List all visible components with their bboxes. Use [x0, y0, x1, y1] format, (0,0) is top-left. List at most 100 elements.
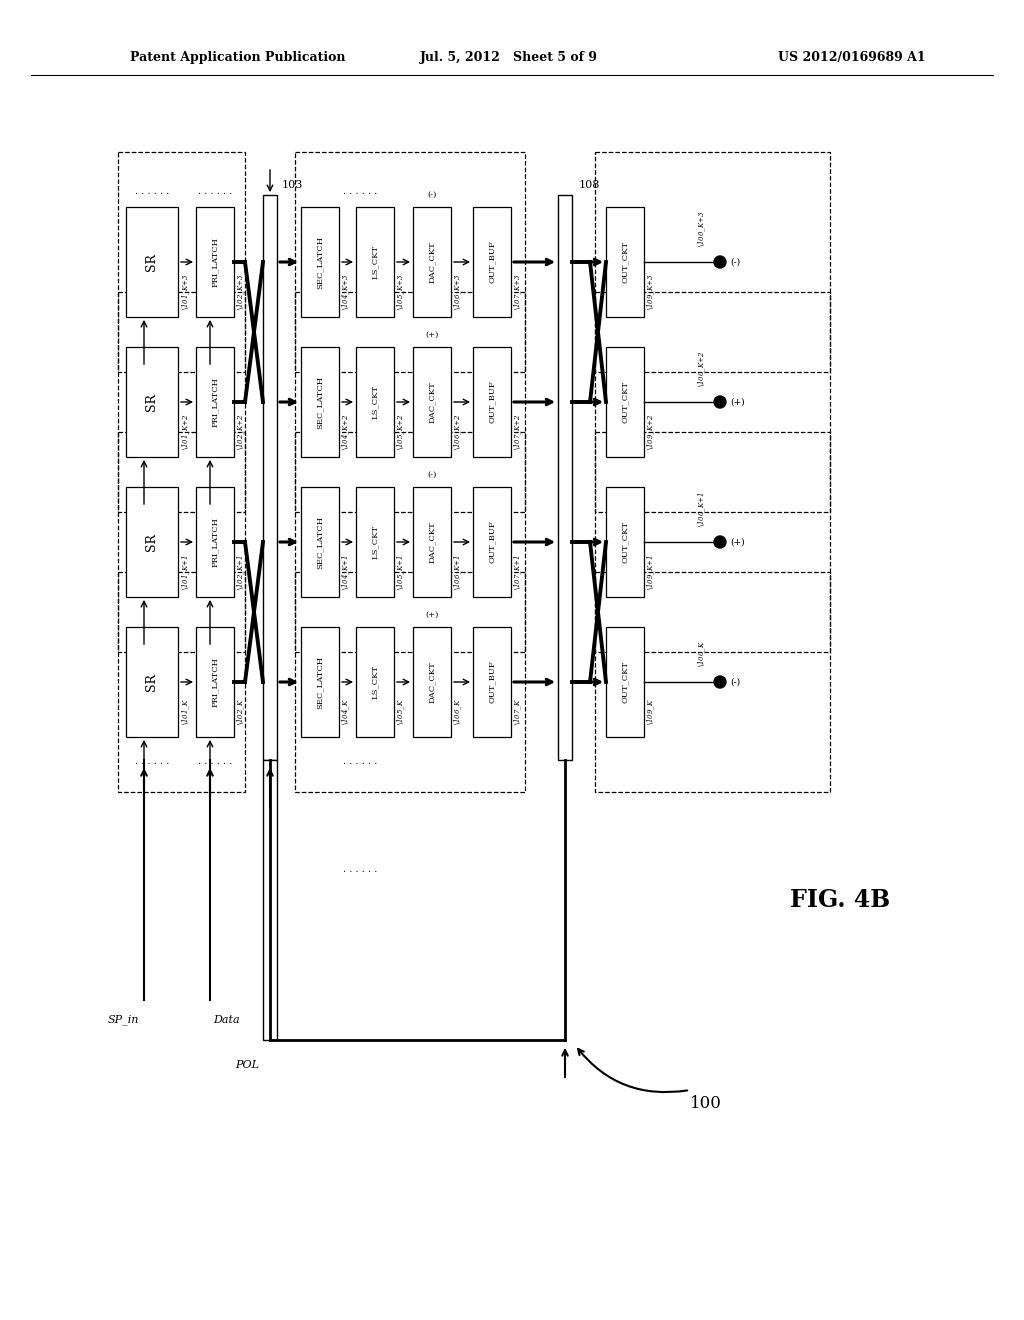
Text: DAC_CKT: DAC_CKT: [428, 242, 436, 282]
Text: $\backslash$105_K: $\backslash$105_K: [396, 698, 408, 726]
Bar: [126, 487, 178, 597]
Text: . . . . . .: . . . . . .: [343, 187, 377, 197]
Text: OUT_CKT: OUT_CKT: [621, 661, 629, 704]
Bar: [595, 432, 830, 652]
Bar: [413, 487, 451, 597]
Bar: [301, 347, 339, 457]
Bar: [606, 627, 644, 737]
Text: . . . . . .: . . . . . .: [198, 758, 232, 767]
Text: LS_CKT: LS_CKT: [371, 385, 379, 418]
Text: $\backslash$104_K+1: $\backslash$104_K+1: [341, 554, 352, 590]
Text: LS_CKT: LS_CKT: [371, 246, 379, 279]
Text: (-): (-): [730, 257, 740, 267]
Bar: [595, 292, 830, 512]
Bar: [356, 487, 394, 597]
Text: Jul. 5, 2012   Sheet 5 of 9: Jul. 5, 2012 Sheet 5 of 9: [420, 51, 598, 65]
Bar: [118, 432, 245, 652]
Bar: [301, 207, 339, 317]
Text: (+): (+): [425, 331, 438, 339]
Text: $\backslash$107_K+1: $\backslash$107_K+1: [513, 554, 524, 590]
Text: $\backslash$106_K+1: $\backslash$106_K+1: [453, 554, 464, 590]
Text: SEC_LATCH: SEC_LATCH: [316, 375, 324, 429]
Bar: [595, 572, 830, 792]
Bar: [356, 347, 394, 457]
Text: OUT_BUF: OUT_BUF: [488, 380, 496, 424]
Bar: [295, 292, 525, 512]
Bar: [126, 347, 178, 457]
Text: (-): (-): [427, 191, 436, 199]
Bar: [118, 152, 245, 372]
Text: $\backslash$105_K+1: $\backslash$105_K+1: [396, 554, 408, 590]
Bar: [606, 207, 644, 317]
Text: SEC_LATCH: SEC_LATCH: [316, 235, 324, 289]
Bar: [295, 572, 525, 792]
Text: PRI_LATCH: PRI_LATCH: [211, 378, 219, 426]
Text: $\backslash$100_K+2: $\backslash$100_K+2: [696, 351, 708, 387]
Bar: [196, 487, 234, 597]
Bar: [301, 487, 339, 597]
Circle shape: [714, 536, 726, 548]
Text: . . . . . .: . . . . . .: [343, 866, 377, 874]
Text: (+): (+): [730, 537, 744, 546]
Text: Patent Application Publication: Patent Application Publication: [130, 51, 345, 65]
Text: Data: Data: [213, 1015, 240, 1026]
Text: $\backslash$101_K: $\backslash$101_K: [181, 698, 193, 726]
Text: OUT_BUF: OUT_BUF: [488, 520, 496, 564]
Text: $\backslash$109_K+1: $\backslash$109_K+1: [646, 554, 657, 590]
Bar: [263, 195, 278, 760]
Text: $\backslash$102_K+1: $\backslash$102_K+1: [236, 554, 247, 590]
Bar: [606, 347, 644, 457]
Text: $\backslash$102_K+3: $\backslash$102_K+3: [236, 273, 247, 310]
Text: $\backslash$109_K+3: $\backslash$109_K+3: [646, 273, 657, 310]
Text: SR: SR: [145, 253, 159, 271]
Text: $\backslash$106_K+2: $\backslash$106_K+2: [453, 413, 464, 450]
Text: OUT_CKT: OUT_CKT: [621, 521, 629, 564]
Bar: [413, 627, 451, 737]
Bar: [413, 207, 451, 317]
Text: . . . . . .: . . . . . .: [135, 187, 169, 197]
Text: DAC_CKT: DAC_CKT: [428, 381, 436, 422]
Text: SR: SR: [145, 533, 159, 550]
Text: $\backslash$107_K+3: $\backslash$107_K+3: [513, 273, 524, 310]
Text: . . . . . .: . . . . . .: [198, 187, 232, 197]
Text: . . . . . .: . . . . . .: [343, 758, 377, 767]
Circle shape: [714, 396, 726, 408]
Text: OUT_CKT: OUT_CKT: [621, 381, 629, 424]
Bar: [356, 627, 394, 737]
Bar: [126, 207, 178, 317]
Text: $\backslash$105_K+2: $\backslash$105_K+2: [396, 413, 408, 450]
Bar: [473, 347, 511, 457]
Bar: [126, 627, 178, 737]
Text: . . . . . .: . . . . . .: [135, 758, 169, 767]
Text: $\backslash$107_K: $\backslash$107_K: [513, 698, 524, 726]
Text: $\backslash$100_K+3: $\backslash$100_K+3: [696, 211, 708, 247]
Bar: [196, 627, 234, 737]
Bar: [473, 627, 511, 737]
Bar: [295, 432, 525, 652]
Bar: [473, 487, 511, 597]
Text: US 2012/0169689 A1: US 2012/0169689 A1: [778, 51, 926, 65]
Bar: [413, 347, 451, 457]
Text: $\backslash$104_K+3: $\backslash$104_K+3: [341, 273, 352, 310]
Text: PRI_LATCH: PRI_LATCH: [211, 657, 219, 708]
Text: $\backslash$106_K: $\backslash$106_K: [453, 698, 464, 726]
Text: $\backslash$109_K: $\backslash$109_K: [646, 698, 657, 726]
Text: SEC_LATCH: SEC_LATCH: [316, 515, 324, 569]
Text: SEC_LATCH: SEC_LATCH: [316, 656, 324, 709]
Text: LS_CKT: LS_CKT: [371, 665, 379, 700]
Text: $\backslash$101_K+2: $\backslash$101_K+2: [181, 413, 193, 450]
Text: $\backslash$104_K+2: $\backslash$104_K+2: [341, 413, 352, 450]
Bar: [295, 152, 525, 372]
Text: OUT_BUF: OUT_BUF: [488, 660, 496, 704]
Bar: [473, 207, 511, 317]
Text: $\backslash$101_K+3: $\backslash$101_K+3: [181, 273, 193, 310]
Text: (-): (-): [730, 677, 740, 686]
Text: OUT_BUF: OUT_BUF: [488, 240, 496, 284]
Text: 100: 100: [690, 1096, 722, 1111]
Text: (+): (+): [425, 611, 438, 619]
Text: 108: 108: [579, 180, 600, 190]
Text: $\backslash$109_K+2: $\backslash$109_K+2: [646, 413, 657, 450]
Text: FIG. 4B: FIG. 4B: [790, 888, 890, 912]
Text: PRI_LATCH: PRI_LATCH: [211, 238, 219, 286]
Text: $\backslash$100_K+1: $\backslash$100_K+1: [696, 491, 708, 527]
